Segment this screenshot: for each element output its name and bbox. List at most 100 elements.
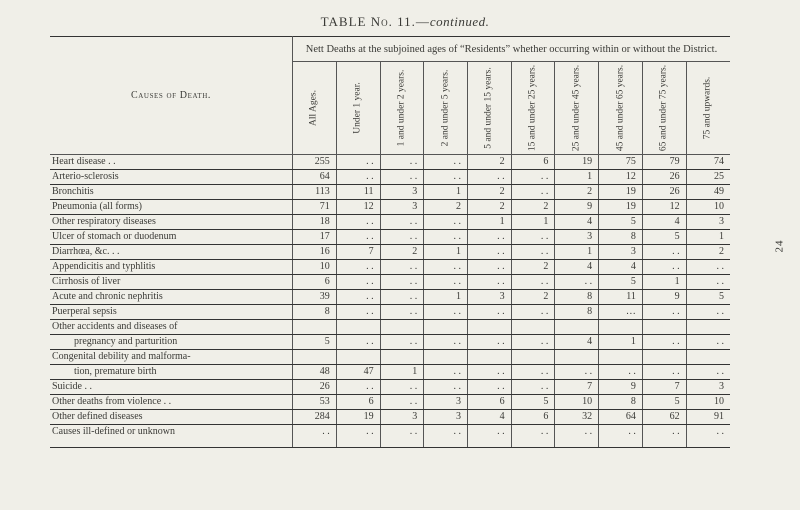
value-cell: 19 xyxy=(555,155,599,170)
value-cell: 74 xyxy=(686,155,730,170)
value-cell: 8 xyxy=(555,305,599,320)
value-cell: 12 xyxy=(599,170,643,185)
value-cell: 7 xyxy=(336,245,380,260)
value-cell: . . xyxy=(336,335,380,350)
value-cell: 9 xyxy=(599,380,643,395)
value-cell xyxy=(599,320,643,335)
value-cell: 26 xyxy=(642,170,686,185)
value-cell: 1 xyxy=(424,290,468,305)
value-cell: . . xyxy=(380,275,424,290)
value-cell: 2 xyxy=(467,155,511,170)
table-row: Other defined diseases28419334632646291 xyxy=(50,410,730,425)
value-cell: . . xyxy=(424,425,468,448)
value-cell: . . xyxy=(380,395,424,410)
value-cell: . . xyxy=(467,230,511,245)
table-body: Heart disease . .255. .. .. .2619757974A… xyxy=(50,155,730,448)
value-cell: 47 xyxy=(336,365,380,380)
value-cell: . . xyxy=(511,365,555,380)
value-cell: … xyxy=(599,305,643,320)
value-cell: 3 xyxy=(555,230,599,245)
value-cell: . . xyxy=(424,155,468,170)
value-cell: . . xyxy=(467,335,511,350)
value-cell: . . xyxy=(555,425,599,448)
value-cell: . . xyxy=(380,305,424,320)
value-cell: 5 xyxy=(686,290,730,305)
value-cell: . . xyxy=(336,380,380,395)
value-cell: . . xyxy=(642,425,686,448)
value-cell xyxy=(336,320,380,335)
value-cell: 8 xyxy=(555,290,599,305)
value-cell xyxy=(292,350,336,365)
cause-cell: Arterio-sclerosis xyxy=(50,170,292,185)
value-cell: 53 xyxy=(292,395,336,410)
table-row: pregnancy and parturition5. .. .. .. .. … xyxy=(50,335,730,350)
cause-cell: Causes ill-defined or unknown xyxy=(50,425,292,448)
table-row: Bronchitis11311312. .2192649 xyxy=(50,185,730,200)
value-cell: . . xyxy=(336,230,380,245)
value-cell xyxy=(380,350,424,365)
value-cell: . . xyxy=(511,335,555,350)
cause-cell: Congenital debility and malforma- xyxy=(50,350,292,365)
value-cell: . . xyxy=(642,305,686,320)
value-cell: 1 xyxy=(555,245,599,260)
cause-cell: Puerperal sepsis xyxy=(50,305,292,320)
col-all-ages: All Ages. xyxy=(292,62,336,155)
value-cell: 1 xyxy=(511,215,555,230)
cause-cell: Bronchitis xyxy=(50,185,292,200)
col-5-15: 5 and under 15 years. xyxy=(467,62,511,155)
col-45-65: 45 and under 65 years. xyxy=(599,62,643,155)
value-cell: 6 xyxy=(511,410,555,425)
value-cell: . . xyxy=(380,230,424,245)
value-cell: 32 xyxy=(555,410,599,425)
value-cell: 10 xyxy=(686,200,730,215)
value-cell: . . xyxy=(380,335,424,350)
value-cell xyxy=(467,350,511,365)
value-cell: . . xyxy=(686,425,730,448)
value-cell: 5 xyxy=(642,230,686,245)
value-cell: 2 xyxy=(467,200,511,215)
value-cell: . . xyxy=(686,260,730,275)
column-banner: Nett Deaths at the subjoined ages of “Re… xyxy=(292,37,730,62)
value-cell: 12 xyxy=(642,200,686,215)
value-cell: 79 xyxy=(642,155,686,170)
value-cell: . . xyxy=(511,170,555,185)
value-cell: 19 xyxy=(599,200,643,215)
value-cell: 75 xyxy=(599,155,643,170)
table-row: Other deaths from violence . .536. .3651… xyxy=(50,395,730,410)
side-page-number: 24 xyxy=(774,240,786,253)
value-cell: 4 xyxy=(599,260,643,275)
value-cell xyxy=(599,350,643,365)
value-cell: 4 xyxy=(642,215,686,230)
value-cell: 6 xyxy=(467,395,511,410)
value-cell xyxy=(467,320,511,335)
value-cell: . . xyxy=(292,425,336,448)
value-cell: . . xyxy=(467,305,511,320)
cause-cell: pregnancy and parturition xyxy=(50,335,292,350)
value-cell: 9 xyxy=(642,290,686,305)
value-cell: 3 xyxy=(467,290,511,305)
value-cell: . . xyxy=(424,215,468,230)
value-cell: . . xyxy=(642,245,686,260)
value-cell: 17 xyxy=(292,230,336,245)
value-cell xyxy=(686,320,730,335)
value-cell: 11 xyxy=(336,185,380,200)
value-cell: . . xyxy=(336,305,380,320)
value-cell: 26 xyxy=(642,185,686,200)
value-cell: . . xyxy=(467,275,511,290)
value-cell: . . xyxy=(380,425,424,448)
value-cell: . . xyxy=(642,365,686,380)
value-cell: . . xyxy=(467,170,511,185)
value-cell: 4 xyxy=(555,260,599,275)
value-cell: 11 xyxy=(599,290,643,305)
table-row: Other accidents and diseases of xyxy=(50,320,730,335)
value-cell: 4 xyxy=(555,335,599,350)
value-cell: . . xyxy=(424,335,468,350)
value-cell: 26 xyxy=(292,380,336,395)
value-cell: . . xyxy=(336,215,380,230)
value-cell: 62 xyxy=(642,410,686,425)
value-cell: . . xyxy=(555,275,599,290)
value-cell: 6 xyxy=(511,155,555,170)
table-head: Causes of Death. Nett Deaths at the subj… xyxy=(50,37,730,155)
value-cell: 3 xyxy=(380,410,424,425)
cause-cell: Pneumonia (all forms) xyxy=(50,200,292,215)
